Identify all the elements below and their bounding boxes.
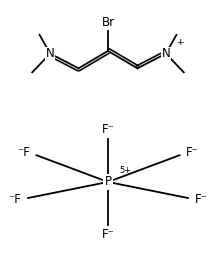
Text: +: +: [176, 38, 184, 47]
Text: 5+: 5+: [120, 166, 132, 175]
Text: Br: Br: [102, 16, 114, 29]
Text: N: N: [46, 47, 54, 60]
Text: P: P: [105, 176, 111, 188]
Text: F⁻: F⁻: [195, 193, 208, 206]
Text: F⁻: F⁻: [102, 123, 114, 136]
Text: ⁻F: ⁻F: [8, 193, 21, 206]
Text: N: N: [162, 47, 170, 60]
Text: F⁻: F⁻: [186, 146, 199, 159]
Text: ⁻F: ⁻F: [17, 146, 30, 159]
Text: F⁻: F⁻: [102, 228, 114, 241]
